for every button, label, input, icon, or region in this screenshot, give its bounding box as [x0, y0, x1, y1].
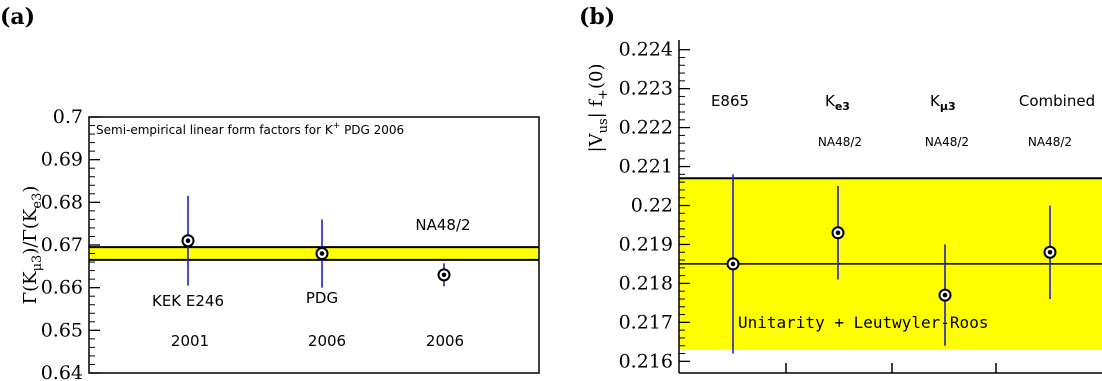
- y-tick-label: 0.64: [41, 362, 83, 381]
- panel-b-points: [726, 174, 1057, 354]
- data-point-center: [730, 261, 736, 267]
- data-point-center: [441, 272, 447, 278]
- panel-b: (b) 0.2160.2170.2180.2190.220.2210.2220.…: [579, 4, 1102, 374]
- y-tick-label: 0.7: [53, 106, 83, 128]
- panel-a-point-3-year: 2006: [426, 332, 464, 350]
- y-tick-label: 0.22: [631, 195, 673, 217]
- y-tick-label: 0.218: [619, 272, 673, 294]
- y-tick-label: 0.65: [41, 319, 83, 341]
- data-point-center: [942, 292, 948, 298]
- panel-b-point-3-label: Kμ3: [930, 92, 956, 113]
- panel-b-band-label: Unitarity + Leutwyler-Roos: [738, 313, 988, 332]
- panel-a-point-1-label: KEK E246: [152, 292, 224, 310]
- data-point-center: [185, 238, 191, 244]
- panel-a-band: [89, 247, 539, 260]
- y-tick-label: 0.216: [619, 350, 673, 372]
- panel-a-point-2-label: PDG: [306, 289, 338, 307]
- panel-a-point-1-year: 2001: [171, 332, 209, 350]
- panel-a-points: [181, 195, 451, 288]
- panel-b-y-label: |Vus| f+(0): [586, 64, 611, 153]
- panel-a-y-label: Γ(Kμ3)/Γ(Ke3): [20, 186, 45, 305]
- panel-b-point-1-label: E865: [711, 92, 749, 110]
- panel-a-label: (a): [0, 4, 35, 30]
- panel-b-point-4-label: Combined: [1019, 92, 1095, 110]
- panel-a: (a) 0.64 0.65 0.66 0.67 0.68 0.69 0.7 Semi-emp…: [0, 4, 540, 381]
- panel-a-point-2-year: 2006: [308, 332, 346, 350]
- panel-b-y-axis: 0.216 0.217 0.218 0.219 0.22 0.221 0.222 0.223 0…: [619, 39, 690, 372]
- panel-b-point-2-sublabel: NA48/2: [818, 135, 862, 149]
- panel-a-title: Semi-empirical linear form factors for K…: [96, 121, 404, 137]
- panel-a-y-axis: 0.64 0.65 0.66 0.67 0.68 0.69 0.7: [41, 106, 100, 381]
- panel-b-frame: [678, 40, 1102, 374]
- panel-b-label: (b): [579, 4, 615, 30]
- y-tick-label: 0.219: [619, 233, 673, 255]
- y-tick-label: 0.222: [619, 117, 673, 139]
- y-tick-label: 0.221: [619, 156, 673, 178]
- data-point-center: [319, 251, 325, 256]
- panel-b-point-4-sublabel: NA48/2: [1028, 135, 1072, 149]
- y-tick-label: 0.66: [41, 277, 83, 299]
- panel-a-point-3-label: NA48/2: [415, 216, 470, 234]
- y-tick-label: 0.68: [41, 191, 83, 213]
- y-tick-label: 0.223: [619, 78, 673, 100]
- data-point-center: [1047, 249, 1053, 255]
- y-tick-label: 0.67: [41, 234, 83, 256]
- y-tick-label: 0.217: [619, 311, 673, 333]
- y-tick-label: 0.224: [619, 39, 673, 61]
- y-tick-label: 0.69: [41, 149, 83, 171]
- panel-b-point-3-sublabel: NA48/2: [925, 135, 969, 149]
- data-point-center: [835, 230, 841, 236]
- panel-b-point-2-label: Ke3: [825, 92, 850, 113]
